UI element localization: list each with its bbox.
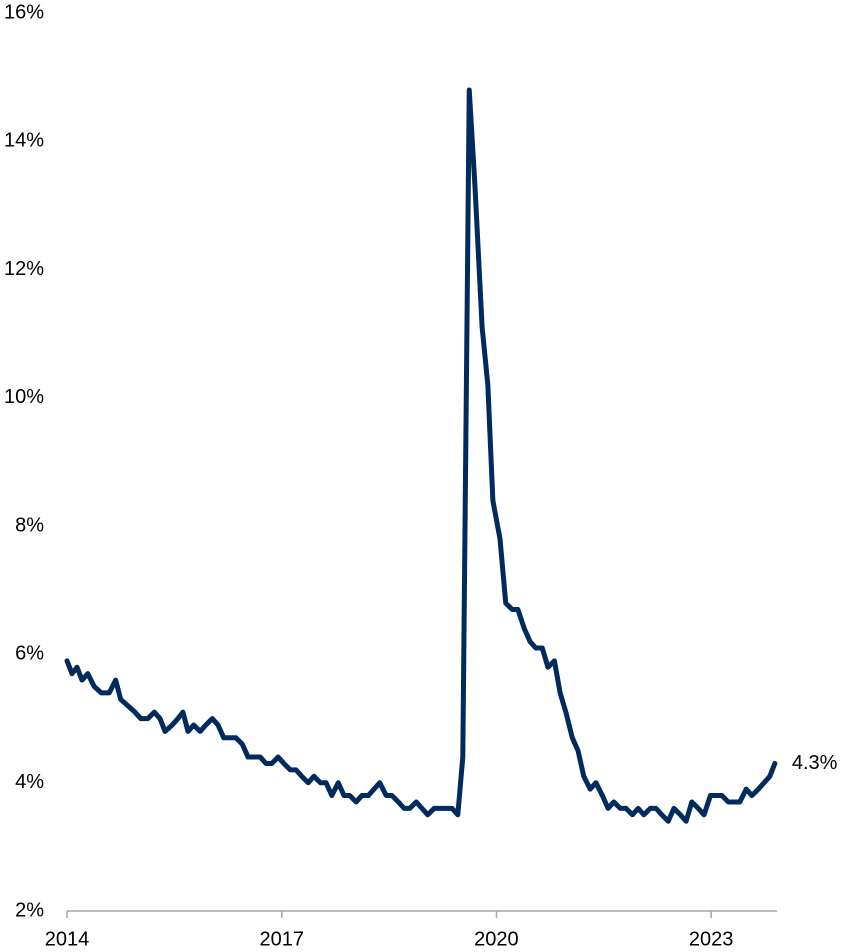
end-label: 4.3% — [792, 752, 838, 774]
y-tick-label: 2% — [15, 899, 44, 921]
x-tick-label: 2017 — [259, 928, 304, 950]
y-tick-label: 8% — [15, 514, 44, 536]
y-tick-label: 16% — [4, 1, 44, 23]
y-tick-label: 10% — [4, 386, 44, 408]
y-tick-label: 6% — [15, 643, 44, 665]
line-series — [64, 87, 778, 824]
y-tick-label: 14% — [4, 130, 44, 152]
x-tick-label: 2020 — [474, 928, 519, 950]
x-tick-label: 2023 — [689, 928, 734, 950]
y-tick-label: 4% — [15, 771, 44, 793]
y-tick-label: 12% — [4, 258, 44, 280]
x-tick-label: 2014 — [45, 928, 90, 950]
